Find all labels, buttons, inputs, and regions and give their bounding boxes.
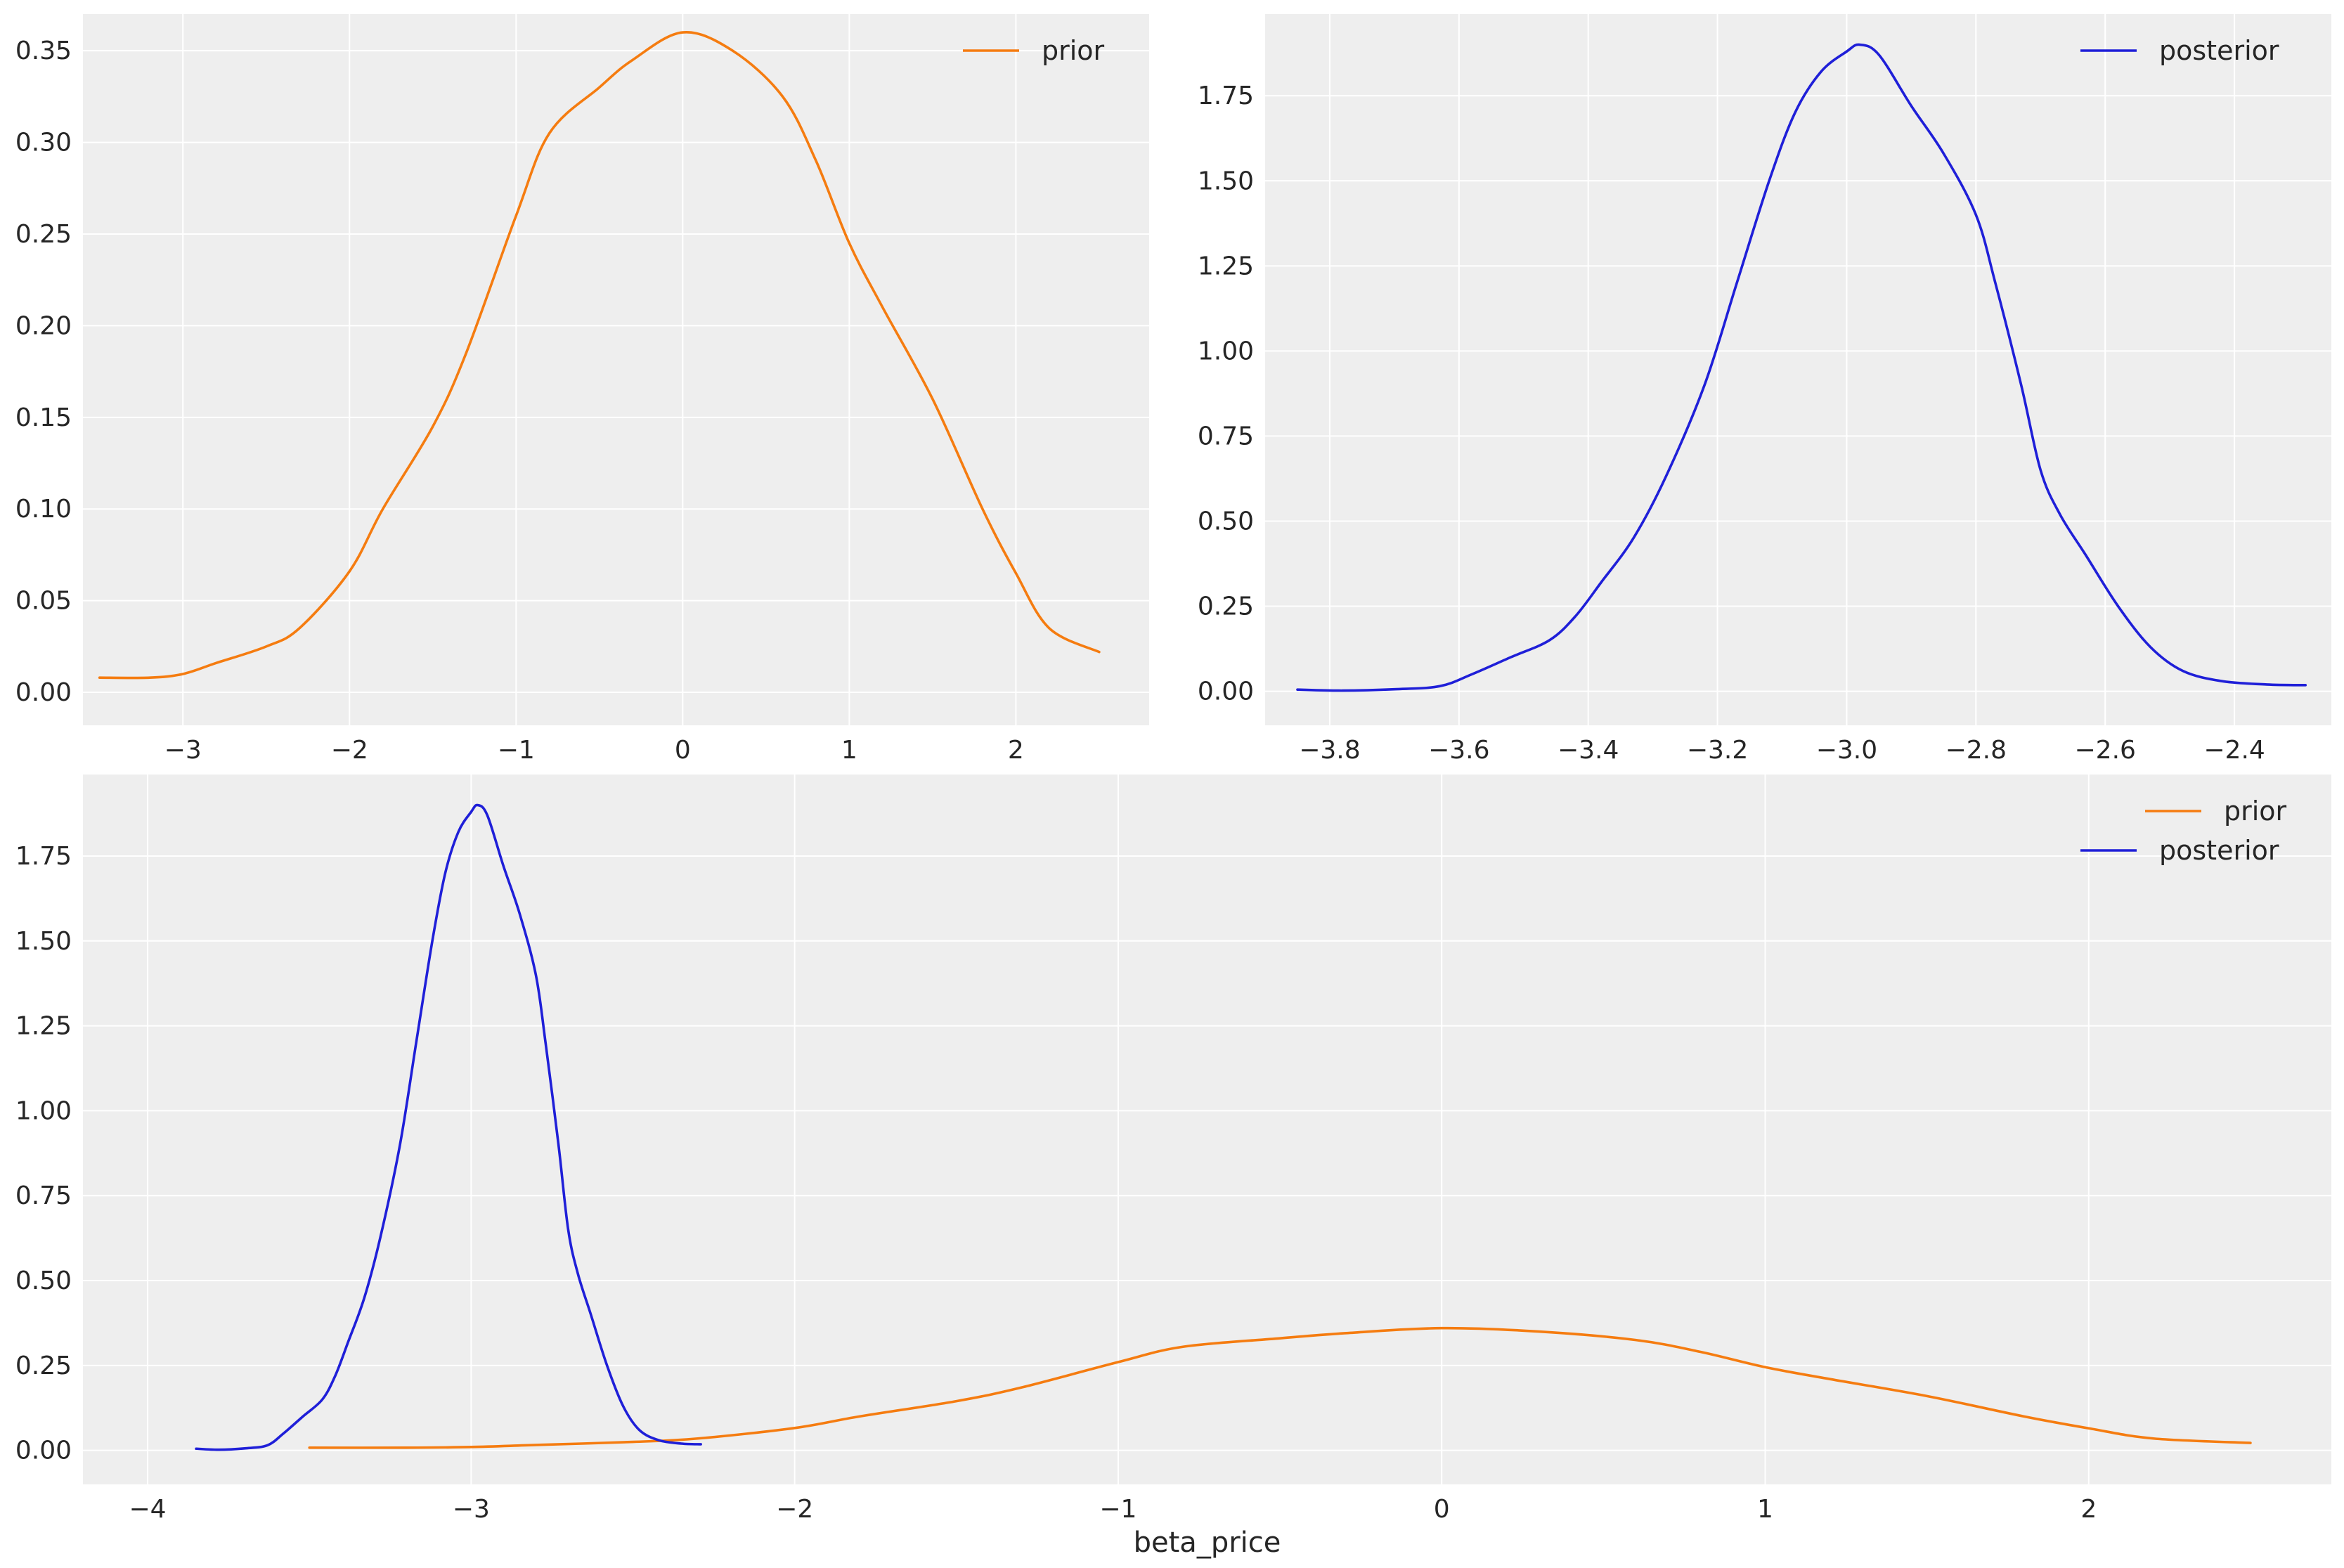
y-tick-label: 0.75: [1198, 422, 1254, 451]
x-tick-label: −1: [498, 736, 535, 765]
x-tick-label: −3: [453, 1495, 490, 1524]
y-tick-label: 1.50: [1198, 167, 1254, 195]
prior-density-line: [308, 1326, 2252, 1449]
y-tick-label: 0.75: [15, 1181, 72, 1210]
y-tick-label: 1.75: [15, 842, 72, 871]
y-tick-label: 0.25: [1198, 592, 1254, 621]
x-tick-label: −2.4: [2203, 736, 2265, 765]
x-tick-label: 0: [1434, 1495, 1450, 1524]
legend-label: posterior: [2159, 835, 2279, 866]
x-tick-label: −3.6: [1428, 736, 1489, 765]
x-tick-label: −3.2: [1687, 736, 1748, 765]
x-tick-label: 2: [1008, 736, 1024, 765]
y-tick-label: 0.30: [15, 129, 72, 157]
x-tick-label: 1: [841, 736, 857, 765]
legend: prior: [963, 35, 1105, 66]
y-tick-label: 0.25: [15, 1352, 72, 1380]
y-tick-label: 0.00: [15, 678, 72, 707]
x-tick-label: 1: [1757, 1495, 1773, 1524]
x-tick-label: −4: [129, 1495, 167, 1524]
x-tick-label: −3.8: [1299, 736, 1360, 765]
prior-density-panel: −3 −2 −1 0 1 2 0.00 0.05 0.10 0.15 0.20 0.25 0.30 0.3…: [15, 14, 1149, 765]
x-tick-label: 2: [2080, 1495, 2097, 1524]
x-tick-label: −2: [776, 1495, 813, 1524]
prior-vs-posterior-panel: −4 −3 −2 −1 0 1 2 0.00 0.25 0.50 0.75 1.00 1.25 1.50 1…: [15, 775, 2331, 1559]
x-tick-label: −2: [331, 736, 368, 765]
x-axis-label: beta_price: [1134, 1527, 1281, 1559]
x-tick-label: −3.0: [1816, 736, 1877, 765]
plot-area: [83, 775, 2331, 1484]
y-tick-label: 0.15: [15, 403, 72, 432]
y-tick-label: 1.75: [1198, 82, 1254, 110]
legend-label: prior: [1042, 35, 1105, 66]
legend: prior posterior: [2080, 796, 2287, 866]
y-tick-label: 1.00: [15, 1096, 72, 1125]
y-tick-label: 0.20: [15, 311, 72, 340]
plot-area: [1265, 14, 2331, 725]
x-tick-label: −1: [1099, 1495, 1137, 1524]
x-tick-label: −3.4: [1558, 736, 1619, 765]
y-tick-label: 1.50: [15, 927, 72, 956]
y-tick-label: 0.05: [15, 587, 72, 616]
y-tick-label: 0.50: [1198, 507, 1254, 536]
y-tick-label: 0.00: [1198, 678, 1254, 706]
y-tick-label: 1.25: [15, 1012, 72, 1041]
legend: posterior: [2080, 35, 2279, 66]
x-tick-label: −2.6: [2075, 736, 2136, 765]
y-tick-label: 1.25: [1198, 252, 1254, 280]
y-tick-label: 0.50: [15, 1266, 72, 1295]
posterior-density-line: [195, 803, 702, 1451]
posterior-density-line: [1296, 43, 2307, 692]
y-tick-label: 0.25: [15, 220, 72, 249]
legend-label: prior: [2224, 796, 2287, 827]
y-tick-label: 0.10: [15, 495, 72, 524]
y-tick-label: 0.00: [15, 1437, 72, 1465]
posterior-density-panel: −3.8 −3.6 −3.4 −3.2 −3.0 −2.8 −2.6 −2.4 0.00 0.25…: [1198, 14, 2331, 765]
y-tick-label: 1.00: [1198, 337, 1254, 365]
x-tick-label: −3: [164, 736, 202, 765]
plot-area: [83, 14, 1149, 725]
x-tick-label: 0: [675, 736, 691, 765]
y-tick-label: 0.35: [15, 37, 72, 65]
x-tick-label: −2.8: [1945, 736, 2007, 765]
legend-label: posterior: [2159, 35, 2279, 66]
prior-density-line: [98, 31, 1101, 680]
